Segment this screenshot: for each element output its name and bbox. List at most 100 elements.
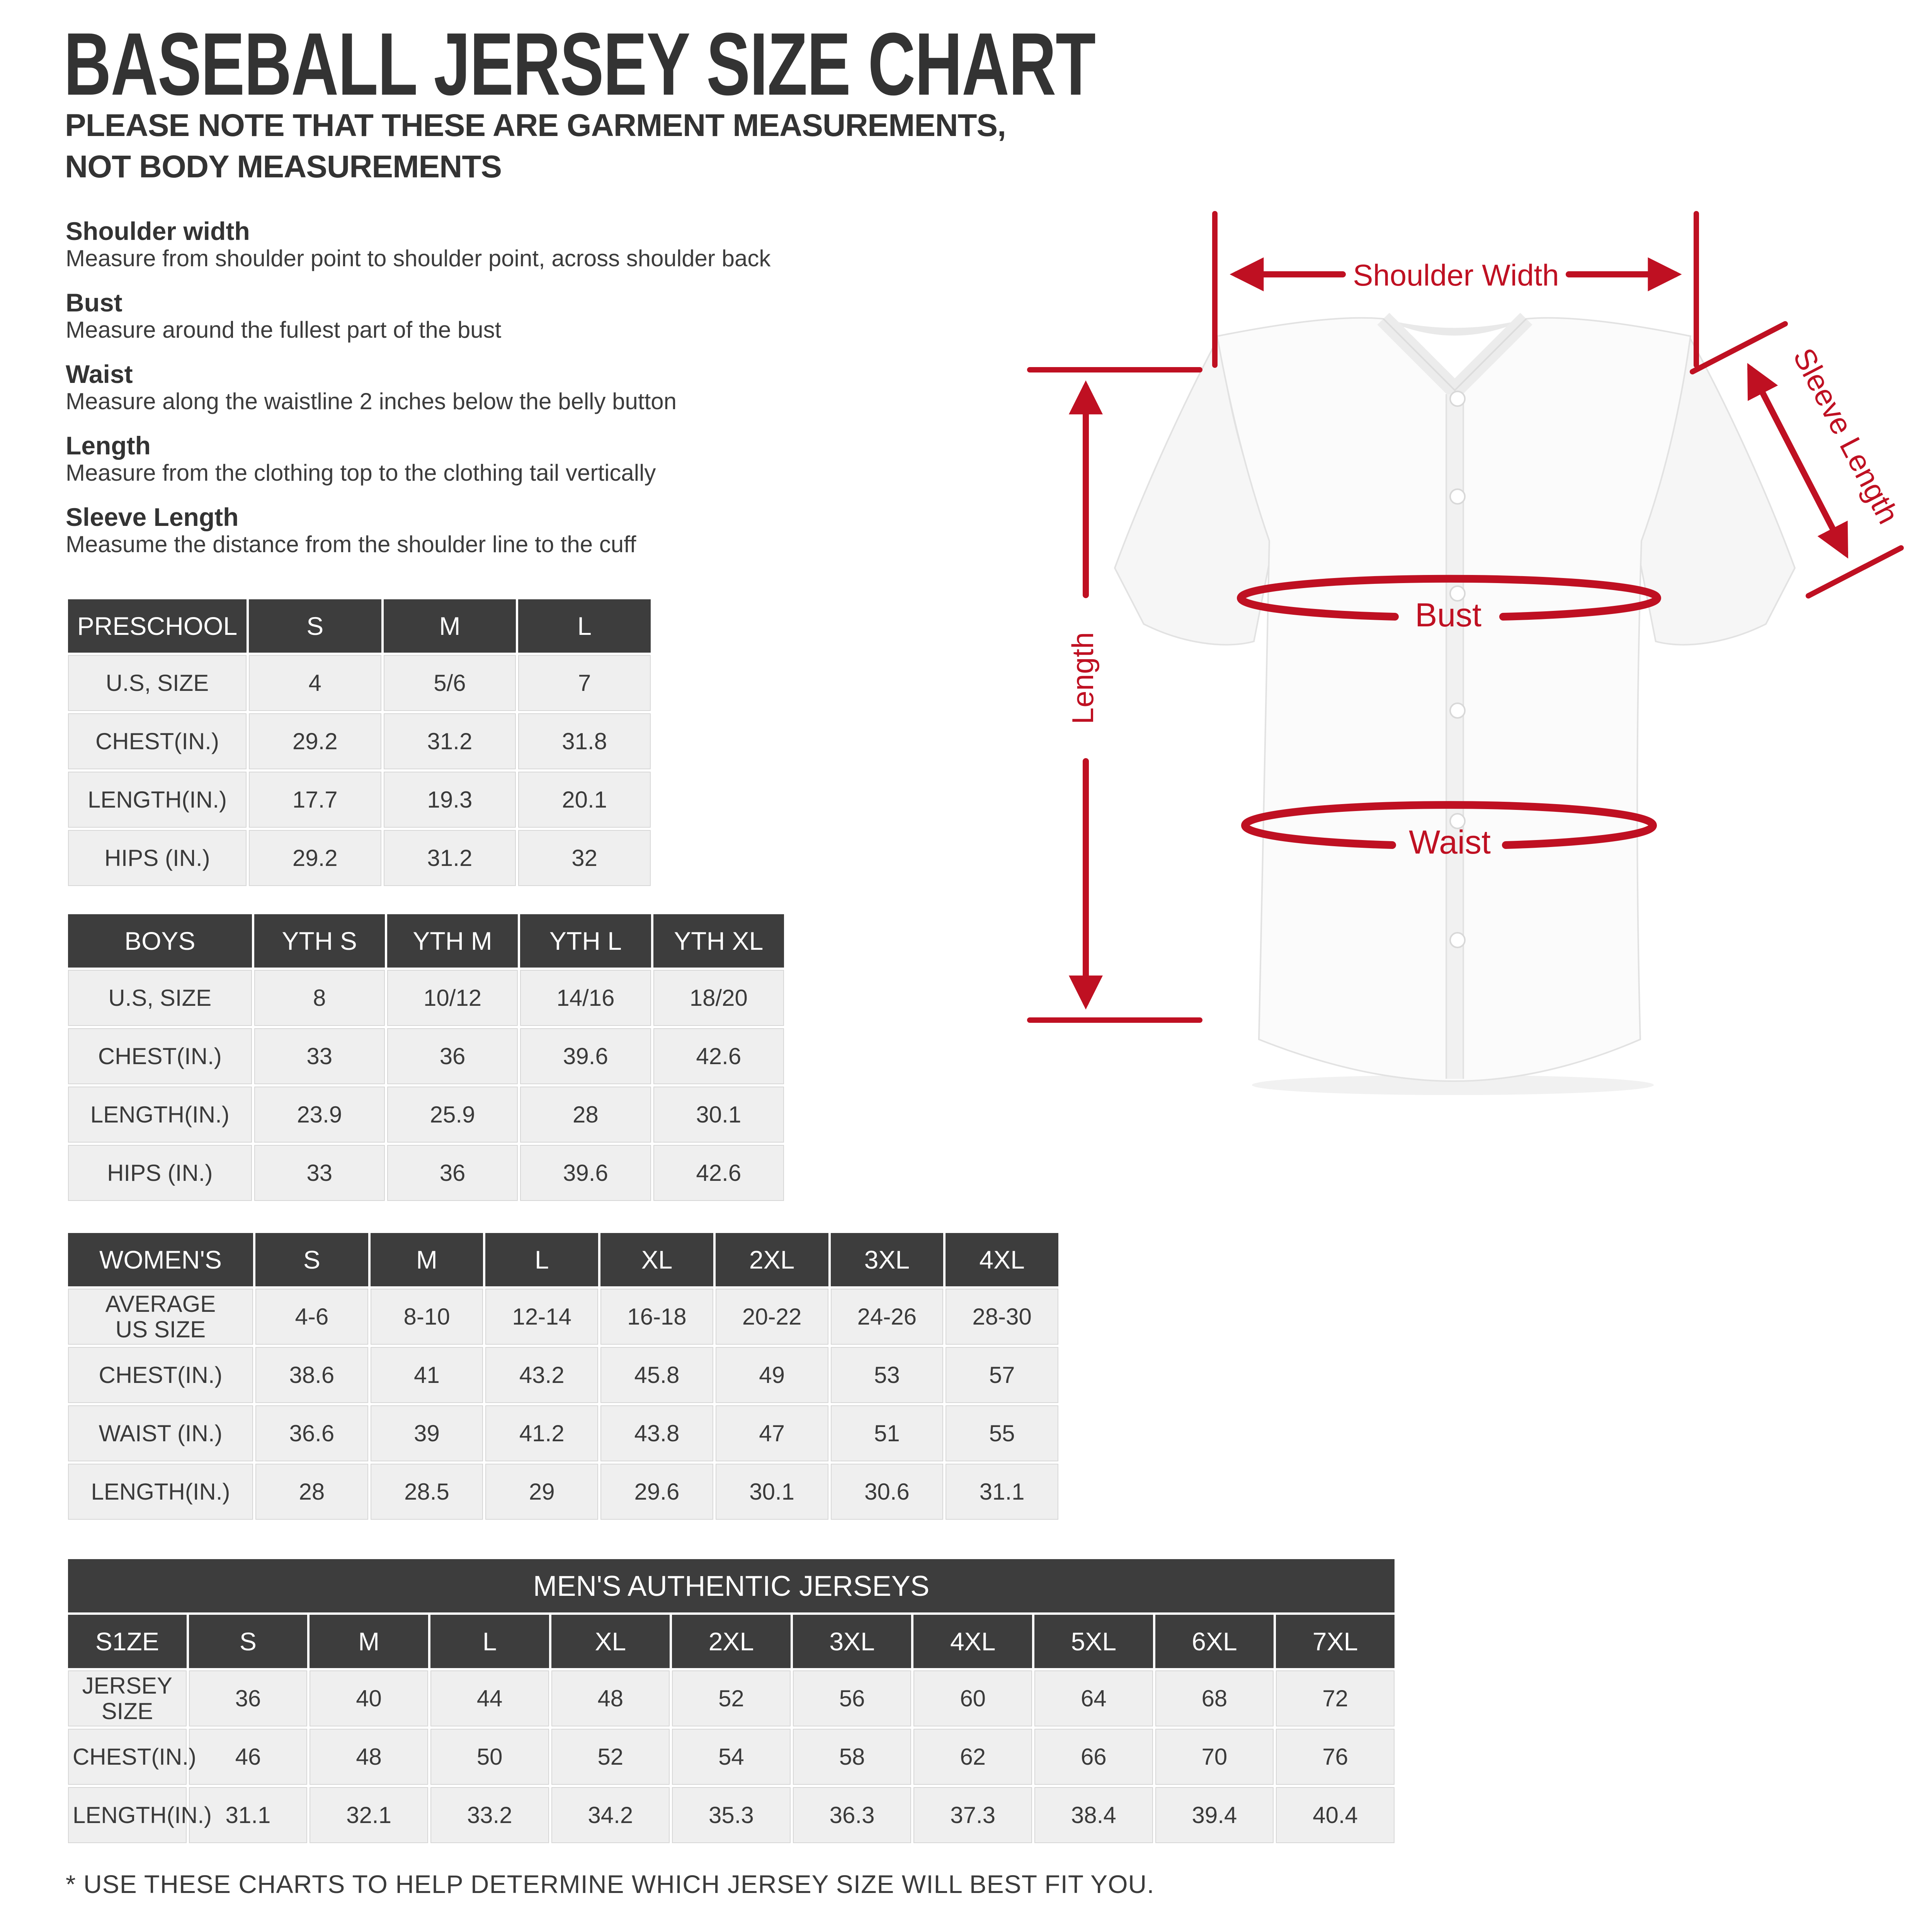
sleeve-length-arrow-down [1794,457,1849,559]
value-cell: 29.2 [248,830,381,886]
length-label: Length [1066,632,1100,724]
footnote: * USE THESE CHARTS TO HELP DETERMINE WHI… [66,1870,1155,1898]
value-cell: 62 [913,1729,1032,1785]
value-cell: 39.4 [1155,1787,1274,1843]
header-cell: XL [551,1615,670,1668]
definition-item: Sleeve Length Measume the distance from t… [66,504,966,557]
sleeve-length-label: Sleeve Length [1787,342,1906,529]
value-cell: 38.6 [255,1347,368,1403]
jersey-collar-edge [1383,318,1527,391]
definition-term: Bust [66,288,122,317]
value-cell: 36 [387,1145,518,1201]
value-cell: 46 [189,1729,308,1785]
shoulder-width-annotation: Shoulder Width [1212,211,1699,368]
value-cell: 66 [1034,1729,1153,1785]
value-cell: 70 [1155,1729,1274,1785]
mens-size-table-body: S1ZE S M L XL 2XL 3XL 4XL 5XL 6XL 7XL JERSEY SIZE 36… [66,1612,1397,1845]
definition-term: Shoulder width [66,217,250,245]
header-cell: S [255,1233,368,1286]
definition-term: Sleeve Length [66,503,239,531]
row-label-cell: CHEST(IN.) [68,1028,252,1084]
value-cell: 52 [672,1670,791,1726]
value-cell: 40 [310,1670,428,1726]
header-cell: 2XL [672,1615,791,1668]
value-cell: 31.1 [946,1464,1058,1520]
jersey-measurement-diagram: Shoulder Width Length Sleeve Length Bust… [1027,211,1906,1095]
value-cell: 39 [370,1405,483,1461]
value-cell: 54 [672,1729,791,1785]
value-cell: 36 [387,1028,518,1084]
value-cell: 31.2 [383,713,516,769]
header-cell: M [383,599,516,653]
header-cell: 4XL [913,1615,1032,1668]
header-cell: 6XL [1155,1615,1274,1668]
page-title: BASEBALL JERSEY SIZE CHART [64,14,1096,114]
value-cell: 39.6 [520,1028,651,1084]
value-cell: 68 [1155,1670,1274,1726]
value-cell: 41.2 [485,1405,599,1461]
bust-label: Bust [1415,597,1481,634]
value-cell: 8-10 [370,1289,483,1345]
row-label-cell: CHEST(IN.) [68,1347,253,1403]
definition-item: Waist Measure along the waistline 2 inche… [66,361,966,414]
row-label-cell: HIPS (IN.) [68,830,247,886]
value-cell: 36.3 [793,1787,912,1843]
value-cell: 76 [1276,1729,1395,1785]
row-label-cell: WAIST (IN.) [68,1405,253,1461]
definition-description: Measure from shoulder point to shoulder … [66,245,771,271]
size-table: WOMEN'S S M L XL 2XL 3XL 4XL AVERAGE US SIZE 4-6 8… [66,1231,1061,1522]
value-cell: 55 [946,1405,1058,1461]
sleeve-length-top-cap [1690,321,1788,374]
header-cell: S [248,599,381,653]
definition-item: Length Measure from the clothing top to t… [66,433,966,486]
value-cell: 33.2 [430,1787,549,1843]
sleeve-length-arrow-up [1747,363,1801,464]
value-cell: 31.2 [383,830,516,886]
header-cell: 5XL [1034,1615,1153,1668]
value-cell: 4 [248,655,381,711]
value-cell: 64 [1034,1670,1153,1726]
value-cell: 28-30 [946,1289,1058,1345]
value-cell: 31.8 [518,713,651,769]
value-cell: 14/16 [520,970,651,1026]
value-cell: 29 [485,1464,599,1520]
row-label-cell: HIPS (IN.) [68,1145,252,1201]
definition-description: Measure from the clothing top to the clo… [66,460,656,486]
value-cell: 48 [310,1729,428,1785]
value-cell: 48 [551,1670,670,1726]
subtitle-line-1: PLEASE NOTE THAT THESE ARE GARMENT MEASU… [65,108,1006,143]
row-label-cell: AVERAGE US SIZE [68,1289,253,1345]
header-cell: 3XL [793,1615,912,1668]
value-cell: 17.7 [248,772,381,828]
value-cell: 40.4 [1276,1787,1395,1843]
sleeve-length-bottom-cap [1806,545,1904,599]
header-cell: M [370,1233,483,1286]
waist-ellipse [1241,801,1657,849]
header-cell: L [430,1615,549,1668]
page-subtitle: PLEASE NOTE THAT THESE ARE GARMENT MEASU… [65,105,1006,187]
value-cell: 42.6 [653,1028,784,1084]
waist-label: Waist [1409,824,1491,861]
value-cell: 43.2 [485,1347,599,1403]
header-cell: WOMEN'S [68,1233,253,1286]
value-cell: 19.3 [383,772,516,828]
value-cell: 34.2 [551,1787,670,1843]
value-cell: 36.6 [255,1405,368,1461]
value-cell: 51 [830,1405,944,1461]
row-label-cell: U.S, SIZE [68,970,252,1026]
value-cell: 28 [255,1464,368,1520]
jersey-shadow [1252,1075,1654,1095]
size-table: PRESCHOOL S M L U.S, SIZE 4 5/6 7 CHEST(IN.) 29.2… [66,597,653,888]
value-cell: 12-14 [485,1289,599,1345]
measurement-definitions: Shoulder width Measure from shoulder poin… [66,218,966,576]
row-label-cell: LENGTH(IN.) [68,1787,212,1843]
value-cell: 41 [370,1347,483,1403]
bust-ellipse [1237,575,1661,621]
value-cell: 23.9 [254,1087,385,1143]
value-cell: 58 [793,1729,912,1785]
value-cell: 30.1 [653,1087,784,1143]
mens-size-table: MEN'S AUTHENTIC JERSEYS [66,1559,1397,1612]
header-cell: S1ZE [68,1615,187,1668]
header-cell: L [485,1233,599,1286]
value-cell: 35.3 [672,1787,791,1843]
